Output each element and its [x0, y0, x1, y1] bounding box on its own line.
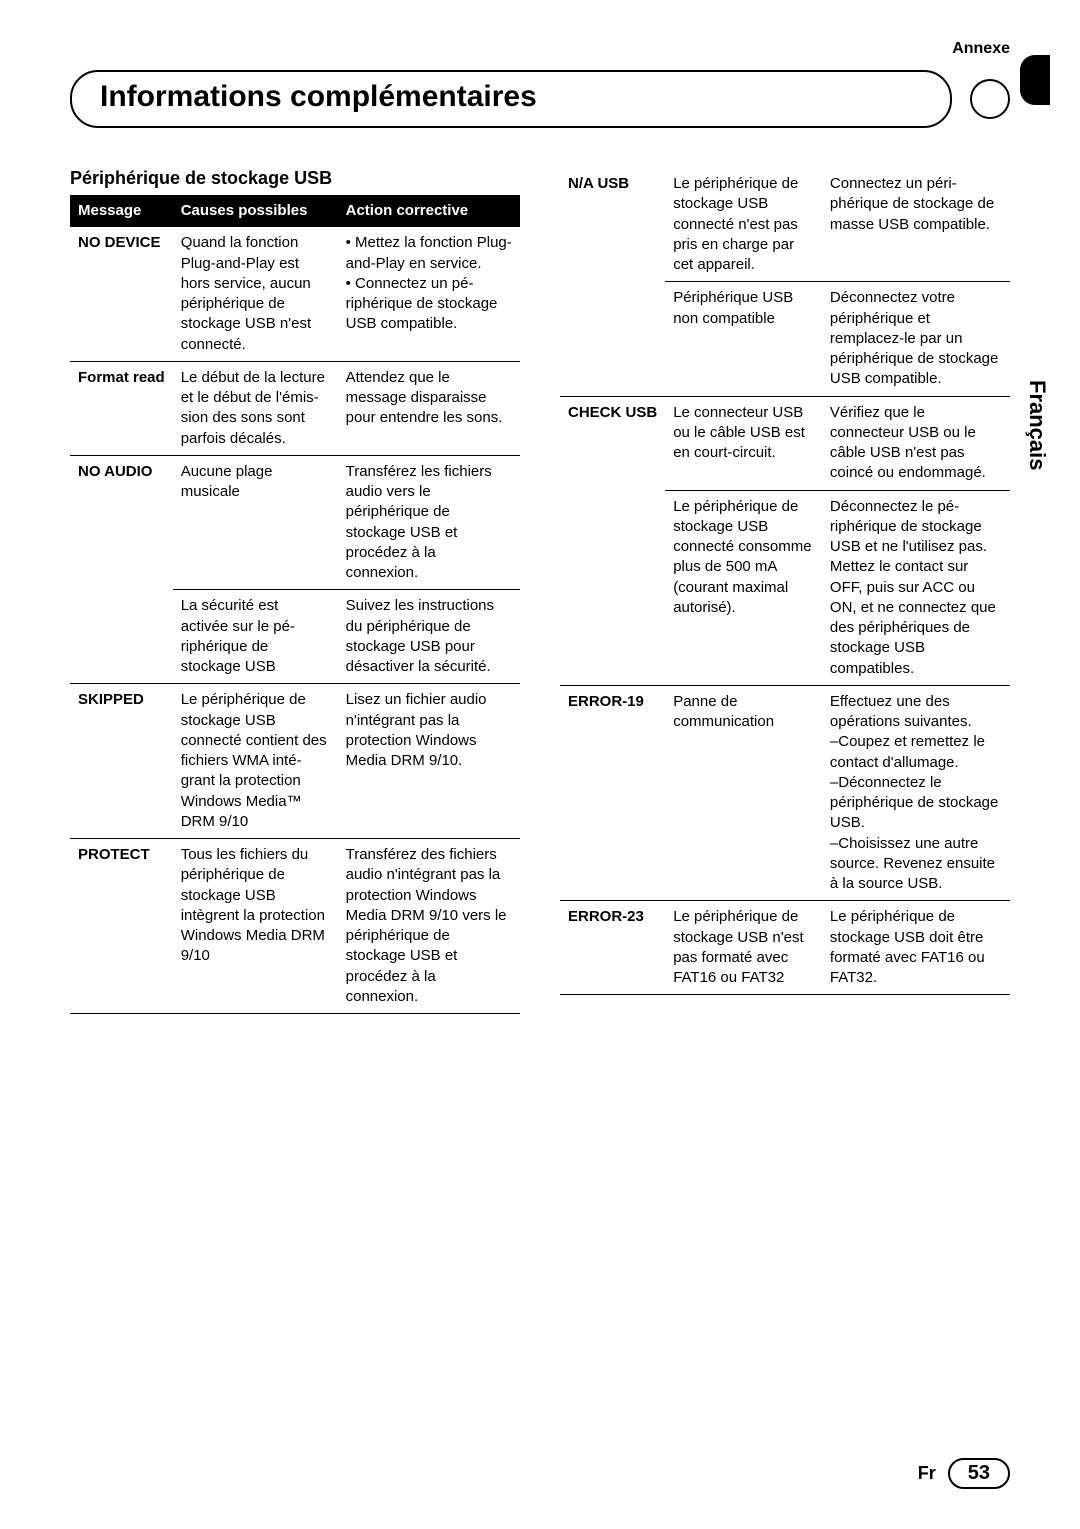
table-cell-action: Suivez les instruc­tions du périphé­riqu…	[338, 590, 520, 684]
subheading-usb: Périphérique de stockage USB	[70, 168, 520, 189]
decorative-ring	[970, 79, 1010, 119]
table-cell-cause: Quand la fonc­tion Plug-and-Play est hor…	[173, 227, 338, 361]
table-cell-message: CHECK USB	[560, 396, 665, 490]
table-cell-cause: La sécurité est activée sur le pé­riphér…	[173, 590, 338, 684]
edge-tab	[1020, 55, 1050, 105]
page-number: 53	[948, 1458, 1010, 1489]
table-cell-cause: Le périphérique de stockage USB connecté…	[665, 491, 822, 686]
page-title: Informations complémentaires	[70, 70, 952, 128]
table-cell-message: Format read	[70, 361, 173, 455]
page-footer: Fr 53	[918, 1458, 1010, 1489]
table-cell-message: SKIPPED	[70, 684, 173, 839]
table-cell-message	[560, 491, 665, 686]
table-cell-action: Transférez les fi­chiers audio vers le p…	[338, 455, 520, 590]
table-cell-cause: Périphérique USB non compa­tible	[665, 282, 822, 396]
usb-table-right: N/A USBLe périphérique de stockage USB c…	[560, 168, 1010, 995]
table-cell-message	[70, 590, 173, 684]
table-cell-cause: Panne de communication	[665, 685, 822, 901]
table-cell-cause: Aucune plage musicale	[173, 455, 338, 590]
left-column: Périphérique de stockage USB Message Cau…	[70, 168, 520, 1014]
table-cell-message: NO AUDIO	[70, 455, 173, 590]
table-cell-action: • Mettez la fonc­tion Plug-and-Play en s…	[338, 227, 520, 361]
language-tab: Français	[1024, 380, 1050, 471]
table-cell-action: Connectez un péri­phérique de stoc­kage …	[822, 168, 1010, 282]
table-cell-action: Transférez des fi­chiers audio n'inté­gr…	[338, 839, 520, 1014]
table-cell-message	[560, 282, 665, 396]
table-cell-action: Vérifiez que le connecteur USB ou le câb…	[822, 396, 1010, 490]
table-cell-action: Déconnectez le pé­riphérique de stoc­kag…	[822, 491, 1010, 686]
table-cell-action: Effectuez une des opérations suivan­tes.…	[822, 685, 1010, 901]
table-cell-action: Le périphérique de stockage USB doit êtr…	[822, 901, 1010, 995]
right-column: N/A USBLe périphérique de stockage USB c…	[560, 168, 1010, 1014]
table-cell-action: Lisez un fichier audio n'intégrant pas l…	[338, 684, 520, 839]
table-cell-cause: Le connecteur USB ou le câble USB est en…	[665, 396, 822, 490]
table-cell-message: NO DEVICE	[70, 227, 173, 361]
table-cell-message: N/A USB	[560, 168, 665, 282]
usb-table-left: Message Causes possi­bles Action correct…	[70, 195, 520, 1014]
col-message: Message	[70, 195, 173, 227]
table-cell-action: Déconnectez votre périphérique et rempla…	[822, 282, 1010, 396]
table-cell-cause: Le périphérique de stockage USB connecté…	[173, 684, 338, 839]
col-action: Action corrective	[338, 195, 520, 227]
table-cell-cause: Le début de la lecture et le début de l'…	[173, 361, 338, 455]
col-causes: Causes possi­bles	[173, 195, 338, 227]
footer-lang: Fr	[918, 1463, 936, 1484]
table-cell-cause: Tous les fichiers du périphérique de sto…	[173, 839, 338, 1014]
page-title-text: Informations complémentaires	[100, 80, 537, 114]
section-label: Annexe	[952, 40, 1010, 58]
table-cell-message: ERROR-23	[560, 901, 665, 995]
table-cell-message: PROTECT	[70, 839, 173, 1014]
table-cell-message: ERROR-19	[560, 685, 665, 901]
table-cell-cause: Le périphérique de stockage USB connecté…	[665, 168, 822, 282]
table-cell-cause: Le périphérique de stockage USB n'est pa…	[665, 901, 822, 995]
table-cell-action: Attendez que le message disparaisse pour…	[338, 361, 520, 455]
